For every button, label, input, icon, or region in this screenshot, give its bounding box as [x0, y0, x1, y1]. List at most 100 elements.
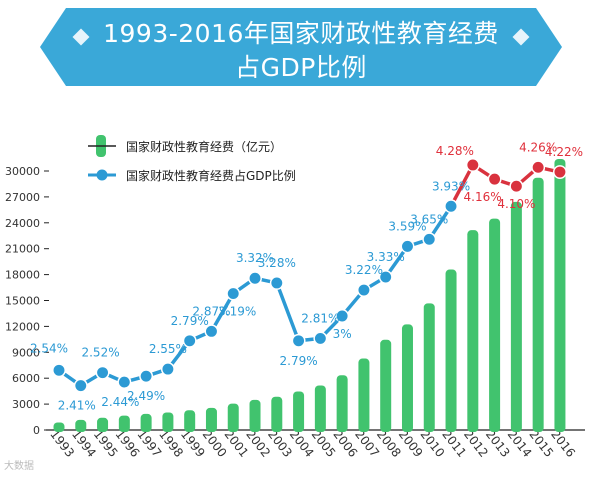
bar [53, 422, 65, 432]
line-point [95, 365, 110, 380]
legend-line-marker [96, 169, 108, 181]
bar [227, 403, 239, 432]
line-point [269, 276, 284, 290]
line-point [378, 270, 393, 285]
line-series [52, 158, 567, 393]
percent-label: 2.79% [171, 314, 209, 328]
percent-label: 3.65% [410, 212, 448, 226]
bar [467, 230, 479, 432]
bar-series [53, 158, 566, 432]
percent-label: 2.41% [58, 399, 96, 413]
bar [293, 391, 305, 432]
percent-label: 3.19% [218, 305, 256, 319]
title-banner: 1993-2016年国家财政性教育经费 占GDP比例 [66, 8, 536, 88]
y-tick-label: 15000 [5, 295, 40, 308]
bar [75, 419, 87, 432]
bar [445, 269, 457, 432]
bar [401, 324, 413, 432]
bar [358, 358, 370, 432]
percent-label: 4.22% [545, 145, 583, 159]
y-tick-label: 12000 [5, 320, 40, 333]
bar [249, 399, 261, 432]
bar [162, 412, 174, 432]
y-tick-label: 21000 [5, 243, 40, 256]
line-point [422, 232, 437, 247]
legend: 国家财政性教育经费（亿元） 国家财政性教育经费占GDP比例 [88, 135, 296, 183]
percent-label: 2.54% [30, 341, 68, 355]
percent-label: 2.55% [149, 342, 187, 356]
line-point [509, 179, 524, 194]
line-point [444, 199, 458, 214]
line-point [139, 369, 154, 384]
legend-label-line: 国家财政性教育经费占GDP比例 [126, 168, 296, 183]
bar [532, 177, 544, 432]
y-tick-label: 3000 [12, 398, 40, 411]
banner-diamond-left [72, 28, 90, 46]
line-point [356, 283, 371, 297]
data-labels: 2.54%2.41%2.52%2.44%2.49%2.55%2.79%2.87%… [30, 140, 583, 412]
percent-label: 3.28% [258, 256, 296, 270]
percent-label: 3.32% [236, 251, 274, 265]
percent-label: 3.33% [367, 250, 405, 264]
percent-label: 3.59% [388, 219, 426, 233]
line-point [52, 363, 66, 378]
percent-label: 4.10% [497, 197, 535, 211]
bar [489, 218, 501, 432]
banner-body [66, 8, 536, 86]
percent-label: 2.87% [192, 304, 230, 318]
line-point [531, 160, 546, 175]
percent-label: 4.16% [464, 190, 502, 204]
chart-title-line1: 1993-2016年国家财政性教育经费 [103, 19, 499, 48]
bar [314, 385, 326, 432]
bar [184, 410, 196, 432]
y-tick-label: 18000 [5, 269, 40, 282]
legend-label-bar: 国家财政性教育经费（亿元） [126, 139, 282, 154]
line-point [226, 286, 241, 301]
banner-diamond-right [512, 28, 530, 46]
y-tick-label: 30000 [5, 165, 40, 178]
percent-label: 4.26% [519, 140, 557, 154]
line-point [160, 362, 175, 377]
bar [423, 303, 435, 432]
bar [510, 201, 522, 432]
line-point [248, 271, 262, 286]
line-point [465, 158, 480, 172]
y-tick-label: 27000 [5, 191, 40, 204]
banner-right-point [536, 8, 562, 86]
line-point [335, 309, 350, 323]
y-tick-label: 0 [33, 424, 40, 437]
line-point [73, 378, 88, 393]
line-point [487, 172, 502, 187]
x-tick-label: 2016 [548, 427, 578, 460]
line-point [291, 333, 306, 348]
percent-label: 4.28% [436, 144, 474, 158]
line-point [552, 165, 567, 179]
percent-label: 2.52% [81, 346, 119, 360]
line-point [182, 333, 197, 348]
percent-label: 3.93% [432, 179, 470, 193]
bar [336, 375, 348, 432]
percent-label: 3.22% [345, 263, 383, 277]
banner-left-point [40, 8, 66, 86]
percent-label: 2.79% [280, 354, 318, 368]
percent-label: 2.49% [127, 389, 165, 403]
y-tick-label: 6000 [12, 372, 40, 385]
bar [118, 415, 130, 432]
line-point [400, 239, 415, 254]
chart-title-line2: 占GDP比例 [235, 53, 367, 82]
percent-label: 2.81% [301, 311, 339, 325]
y-tick-label: 9000 [12, 346, 40, 359]
bar [271, 396, 283, 432]
bar [205, 407, 217, 432]
line-point [204, 324, 219, 339]
y-tick-label: 24000 [5, 217, 40, 230]
line-point [313, 331, 328, 346]
percent-label: 2.44% [101, 395, 139, 409]
title-banner-shape [40, 8, 562, 86]
percent-label: 3% [333, 327, 352, 341]
bar [554, 158, 566, 432]
bar [97, 417, 109, 432]
watermark: 大数据 [4, 461, 34, 472]
line-point [117, 375, 132, 390]
